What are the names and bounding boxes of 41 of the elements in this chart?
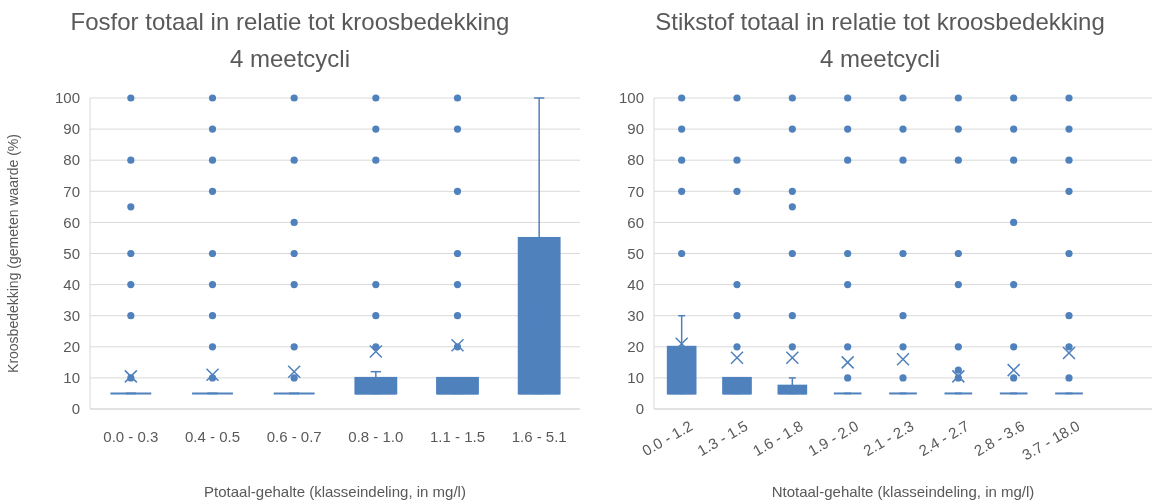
x-tick-label: 1.3 - 1.5 (694, 416, 751, 460)
y-tick-label: 80 (627, 151, 644, 169)
x-tick-label: 1.6 - 5.1 (511, 428, 567, 445)
y-tick-label: 50 (627, 244, 644, 262)
y-tick-label: 20 (627, 338, 644, 356)
x-tick-label: 2.4 - 2.7 (915, 416, 972, 460)
chart-title: Stikstof totaal in relatie tot kroosbedekking (655, 8, 1105, 35)
x-tick-label: 0.0 - 1.2 (638, 416, 696, 460)
chart-subtitle: 4 meetcycli (819, 45, 941, 72)
x-tick-label: 2.1 - 2.3 (860, 416, 917, 460)
y-tick-label: 0 (71, 400, 80, 418)
y-tick-label: 70 (627, 182, 644, 200)
y-tick-label: 10 (63, 369, 80, 387)
y-tick-label: 60 (63, 213, 80, 231)
y-tick-label: 90 (63, 120, 80, 138)
y-tick-label: 80 (63, 151, 80, 169)
x-tick-label: 1.6 - 1.8 (749, 416, 806, 460)
y-tick-label: 40 (627, 275, 644, 293)
y-axis-title: Kroosbedekking (gemeten waarde (%) (5, 134, 21, 373)
x-tick-label: 1.1 - 1.5 (429, 428, 486, 445)
y-tick-label: 50 (63, 244, 80, 262)
x-axis-title: Ptotaal-gehalte (klasseindeling, in mg/l) (204, 483, 466, 500)
x-tick-label: 1.9 - 2.0 (804, 416, 862, 460)
y-tick-label: 60 (627, 213, 644, 231)
y-tick-label: 100 (618, 89, 644, 107)
chart-subtitle: 4 meetcycli (229, 45, 351, 72)
x-tick-label: 0.0 - 0.3 (103, 428, 159, 445)
y-tick-label: 30 (627, 306, 644, 324)
y-tick-label: 100 (54, 89, 80, 107)
x-tick-label: 0.8 - 1.0 (348, 428, 404, 445)
x-tick-label: 0.4 - 0.5 (184, 428, 241, 445)
chart-title: Fosfor totaal in relatie tot kroosbedekking (70, 8, 510, 35)
y-tick-label: 0 (635, 400, 644, 418)
y-tick-label: 20 (63, 338, 80, 356)
x-tick-label: 0.6 - 0.7 (266, 428, 322, 445)
y-tick-label: 90 (627, 120, 644, 138)
y-tick-label: 10 (627, 369, 644, 387)
y-tick-label: 70 (63, 182, 80, 200)
y-tick-label: 40 (63, 275, 80, 293)
y-tick-label: 30 (63, 306, 80, 324)
x-axis-title: Ntotaal-gehalte (klasseindeling, in mg/l) (771, 483, 1035, 500)
